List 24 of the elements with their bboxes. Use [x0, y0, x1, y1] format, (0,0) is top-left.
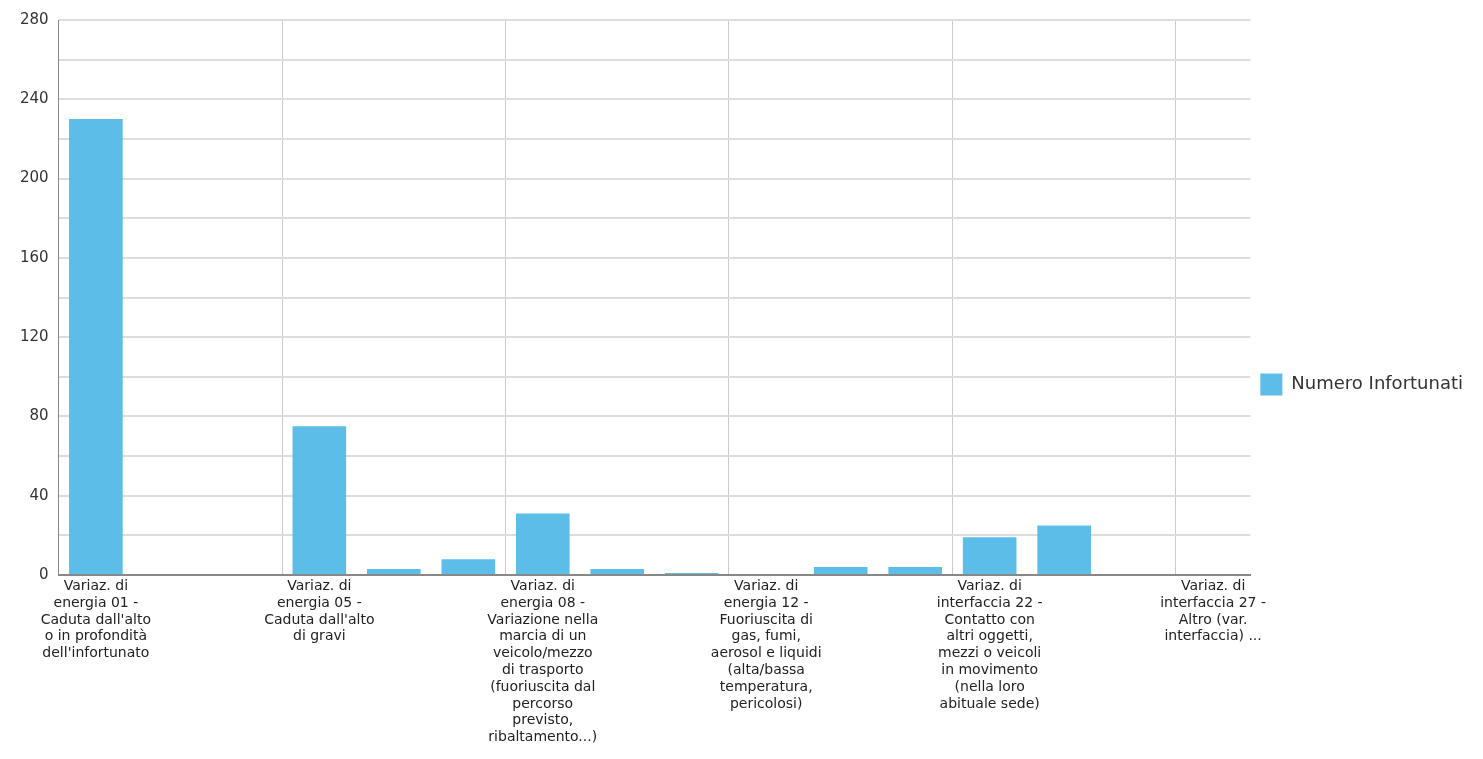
bar	[366, 569, 421, 574]
bar	[515, 513, 570, 574]
y-tick-label: 280	[19, 9, 49, 28]
y-tick-label: 80	[29, 406, 49, 425]
y-tick-label: 0	[39, 564, 49, 583]
bar	[1037, 525, 1091, 574]
bar	[590, 569, 645, 574]
bar	[441, 559, 496, 574]
x-tick-label: Variaz. di energia 05 - Caduta dall'alto di gravi	[264, 577, 375, 644]
bar	[69, 119, 123, 574]
bar	[813, 567, 868, 574]
y-tick-label: 120	[19, 327, 49, 346]
x-tick-label: Variaz. di interfaccia 27 - Altro (var. interfaccia) ...	[1160, 577, 1266, 644]
bar	[888, 567, 942, 574]
x-tick-label: Variaz. di interfaccia 22 - Contatto con altri oggetti, mezzi o veicoli in movimento (nella loro abituale sede)	[936, 577, 1043, 711]
y-tick-label: 40	[29, 485, 49, 504]
y-tick-label: 240	[19, 89, 49, 108]
legend-label: Numero Infortunati	[1291, 372, 1464, 394]
category-label: Variaz. di energia 08 - Variazione nella marcia di un veicolo/mezzo di trasporto (fuoriuscita dal percorso previsto, ribaltamento...)	[487, 577, 599, 745]
x-tick-label: Variaz. di energia 12 - Fuoriuscita di gas, fumi, aerosol e liquidi (alta/bassa temperatura, pericolosi)	[710, 577, 822, 711]
y-tick-label: 200	[19, 168, 49, 187]
bar	[292, 426, 347, 574]
y-tick-label: 160	[19, 247, 49, 266]
bar	[962, 537, 1017, 574]
